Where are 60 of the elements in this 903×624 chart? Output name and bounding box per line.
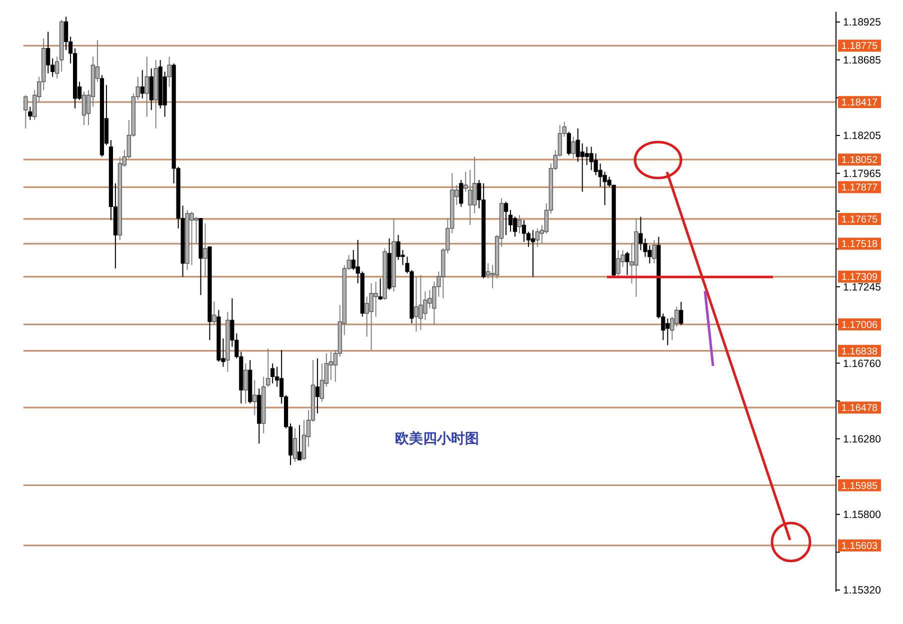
candlestick xyxy=(464,171,468,192)
candlestick xyxy=(374,281,378,318)
candlestick xyxy=(270,362,275,384)
ref-line-label: 1.17518 xyxy=(841,239,878,250)
ref-line-label: 1.18417 xyxy=(841,98,878,109)
ref-line-label: 1.15603 xyxy=(841,540,878,552)
candlestick xyxy=(212,301,216,326)
candlestick xyxy=(486,262,490,279)
candlestick xyxy=(149,68,154,111)
candlestick xyxy=(320,362,324,402)
ref-line-label: 1.16478 xyxy=(841,403,878,414)
ref-line-label: 1.17675 xyxy=(841,214,878,226)
candlestick xyxy=(468,169,472,226)
y-tick-label: 1.16280 xyxy=(843,433,882,446)
candlestick xyxy=(82,91,86,126)
ref-line-label: 1.18775 xyxy=(841,41,878,52)
ref-line-label: 1.16838 xyxy=(841,346,878,358)
y-tick-label: 1.18925 xyxy=(843,16,882,29)
candlestick xyxy=(566,131,571,156)
y-tick-label: 1.15320 xyxy=(843,584,882,597)
candlestick xyxy=(144,56,149,118)
candlestick xyxy=(571,136,576,159)
text: 欧美四小时图 xyxy=(395,430,479,446)
y-tick-label: 1.18685 xyxy=(843,54,882,67)
ref-line-label: 1.17006 xyxy=(841,320,878,331)
candlestick xyxy=(167,56,172,88)
candlestick xyxy=(140,70,144,99)
candlestick xyxy=(266,348,270,388)
y-tick-label: 1.17245 xyxy=(843,281,882,294)
ref-line-label: 1.17309 xyxy=(841,272,878,284)
candlestick xyxy=(679,301,684,326)
y-tick-label: 1.18205 xyxy=(843,130,882,142)
candlestick xyxy=(625,251,630,276)
ref-line-label: 1.18052 xyxy=(841,155,878,166)
candlestick xyxy=(55,56,60,79)
candlestick xyxy=(64,16,68,51)
candlestick xyxy=(378,278,382,300)
ref-line-label: 1.17877 xyxy=(841,182,878,194)
candlestick xyxy=(24,94,28,129)
candlestick xyxy=(459,179,464,208)
candlestick xyxy=(28,106,32,121)
candlestick xyxy=(46,31,50,74)
candlestick xyxy=(652,240,656,264)
candlestick xyxy=(203,222,208,278)
candlestick xyxy=(517,214,522,234)
candlestick xyxy=(252,380,257,416)
y-tick-label: 1.16760 xyxy=(843,358,882,370)
y-tick-label: 1.17965 xyxy=(843,168,882,180)
ref-line-label: 1.15985 xyxy=(841,480,878,492)
candlestick xyxy=(530,230,536,278)
candlestick xyxy=(508,210,513,232)
candlestick xyxy=(522,220,526,242)
candlestick xyxy=(512,216,518,238)
candlestick xyxy=(302,420,306,461)
candlestick xyxy=(504,201,508,236)
candlestick xyxy=(315,358,320,414)
candlestick xyxy=(244,362,248,404)
candlestick xyxy=(297,424,302,461)
candlestick xyxy=(292,428,298,462)
y-tick-label: 1.15800 xyxy=(843,509,882,522)
